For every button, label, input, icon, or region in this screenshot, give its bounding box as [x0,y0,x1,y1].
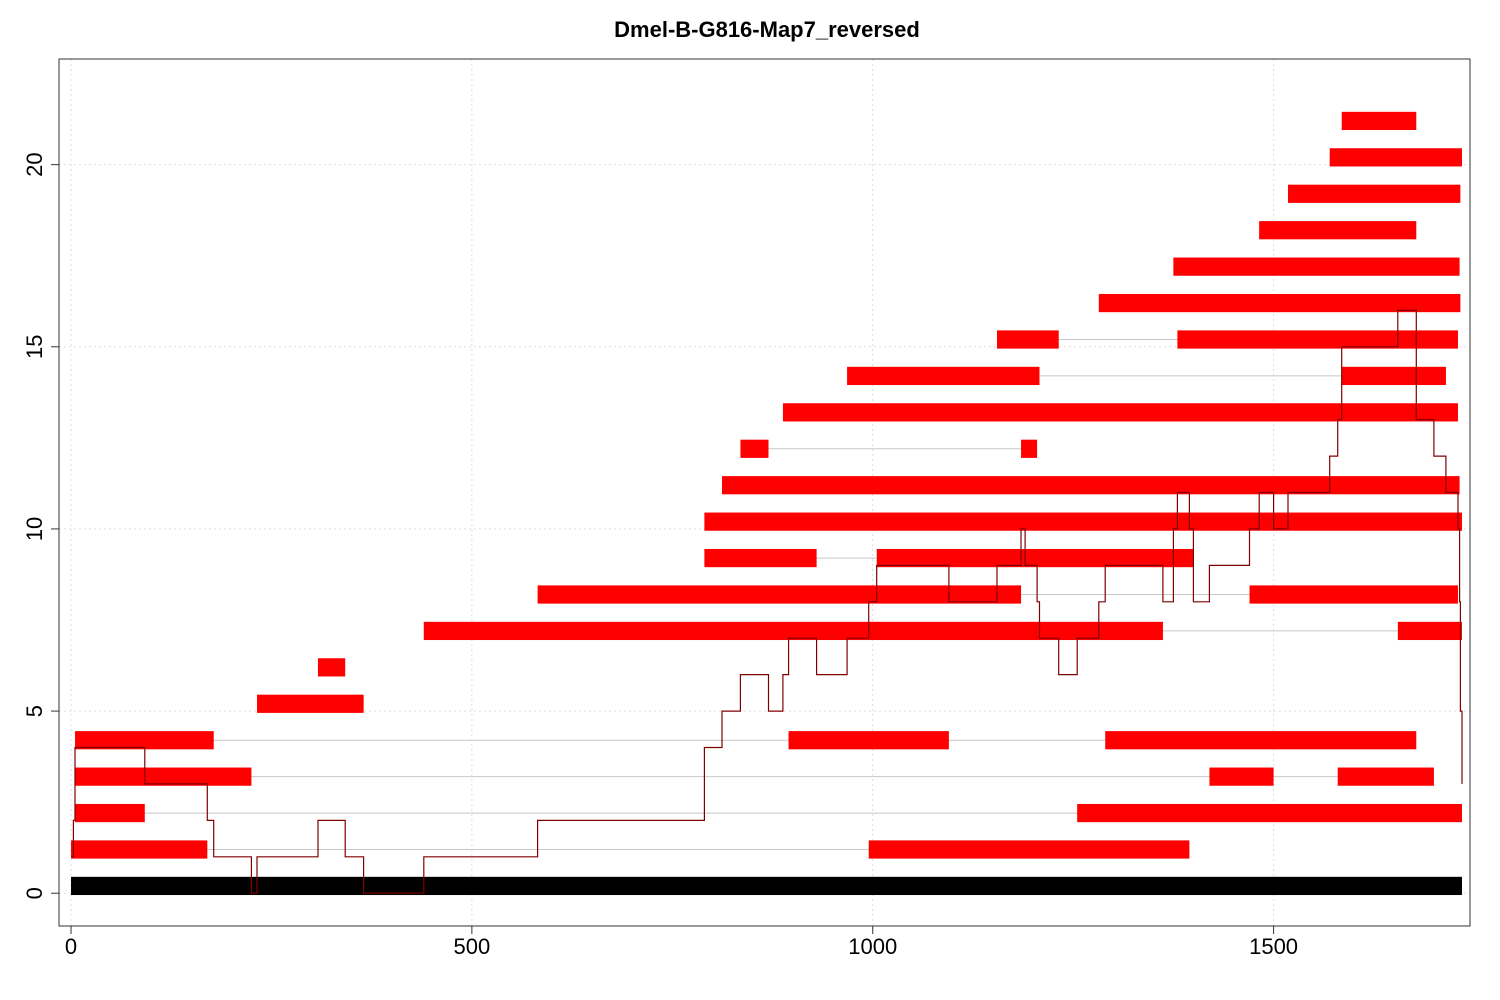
y-tick-label-5: 5 [22,705,47,717]
read-segment-0-1 [868,840,1190,859]
read-segment-15-0 [1098,293,1461,313]
reference-baseline [71,876,1462,896]
read-segment-19-0 [1329,148,1462,167]
read-segment-2-1 [1209,767,1274,786]
read-segment-7-0 [537,585,1022,604]
read-segment-1-1 [1077,803,1462,823]
read-segment-3-2 [1105,731,1417,750]
read-segment-2-2 [1337,767,1434,786]
read-segment-13-1 [1341,366,1446,386]
read-segment-12-0 [782,403,1458,422]
read-segment-7-1 [1249,585,1458,604]
baseline-layer [71,876,1462,896]
x-tick-label-0: 0 [65,934,77,959]
read-segment-6-1 [1397,621,1462,641]
y-tick-label-20: 20 [22,152,47,176]
read-segment-17-0 [1259,221,1417,240]
coverage-line [71,309,1463,894]
read-segment-18-0 [1288,184,1461,203]
read-segment-9-0 [704,512,1462,531]
read-segment-20-0 [1341,111,1417,131]
read-segment-11-1 [1021,439,1038,458]
x-tick-label-1000: 1000 [848,934,897,959]
y-tick-label-0: 0 [22,887,47,899]
y-tick-label-10: 10 [22,517,47,541]
chart-title: Dmel-B-G816-Map7_reversed [614,17,920,42]
read-segment-16-0 [1173,257,1460,276]
read-segment-4-0 [257,694,364,713]
read-segment-3-1 [788,731,949,750]
read-segment-14-0 [996,330,1059,349]
read-segment-5-0 [317,658,346,677]
read-segment-3-0 [75,731,214,750]
read-segment-6-0 [423,621,1163,641]
read-segment-8-1 [876,548,1194,568]
plot-frame [58,58,1471,927]
read-segment-1-0 [75,803,145,823]
x-tick-label-500: 500 [454,934,491,959]
y-tick-label-15: 15 [22,335,47,359]
read-segments [71,111,1462,859]
axes: 0 500 1000 1500 0 5 10 15 20 [22,152,1298,959]
read-segment-8-0 [704,548,817,568]
read-segment-10-0 [722,476,1460,495]
coverage-layer [71,309,1463,894]
read-segment-11-0 [740,439,769,458]
read-segment-2-0 [75,767,252,786]
read-segment-0-0 [71,840,208,859]
read-segment-14-1 [1177,330,1458,349]
read-segment-13-0 [847,366,1040,386]
x-tick-label-1500: 1500 [1249,934,1298,959]
